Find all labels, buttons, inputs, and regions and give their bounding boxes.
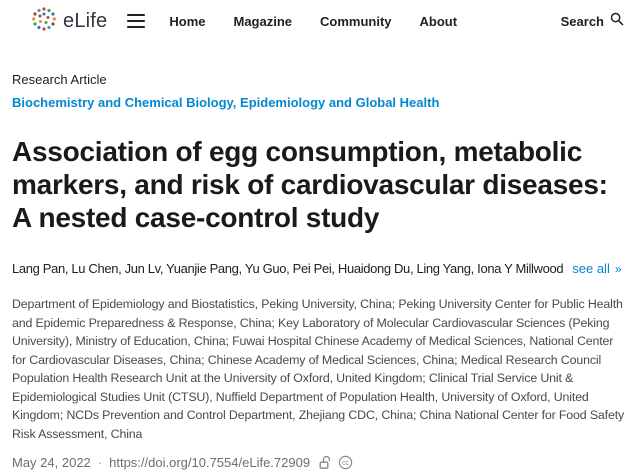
see-all-authors-link[interactable]: see all (572, 261, 610, 276)
nav-item-community[interactable]: Community (320, 13, 392, 29)
meta-icons: cc (318, 455, 353, 470)
article-header-section: Research Article Biochemistry and Chemic… (0, 72, 640, 470)
publication-date: May 24, 2022 (12, 455, 91, 470)
doi-link[interactable]: https://doi.org/10.7554/eLife.72909 (109, 455, 311, 470)
elife-logo-text: eLife (63, 9, 108, 32)
nav-item-home[interactable]: Home (169, 13, 206, 29)
search-button[interactable]: Search (561, 12, 624, 31)
authors-row: Lang Pan, Lu Chen, Jun Lv, Yuanjie Pang,… (12, 261, 628, 276)
elife-logo[interactable]: eLife (31, 6, 107, 37)
article-title: Association of egg consumption, metaboli… (12, 136, 608, 233)
authors-list: Lang Pan, Lu Chen, Jun Lv, Yuanjie Pang,… (12, 261, 564, 276)
search-label: Search (560, 13, 604, 29)
svg-text:cc: cc (342, 460, 350, 467)
main-nav: Home Magazine Community About (169, 14, 457, 29)
menu-icon[interactable] (125, 8, 147, 34)
nav-item-about[interactable]: About (419, 13, 458, 29)
subject-categories-link[interactable]: Biochemistry and Chemical Biology, Epide… (12, 95, 440, 110)
open-access-icon[interactable] (318, 455, 333, 470)
top-navigation-bar: eLife Home Magazine Community About Sear… (0, 0, 640, 36)
meta-separator: · (97, 455, 103, 470)
affiliations-text: Department of Epidemiology and Biostatis… (12, 297, 625, 441)
article-type-label: Research Article (12, 72, 107, 87)
article-meta-row: May 24, 2022 · https://doi.org/10.7554/e… (12, 455, 628, 470)
search-icon (610, 12, 624, 31)
nav-item-magazine[interactable]: Magazine (233, 13, 293, 29)
creative-commons-icon[interactable]: cc (338, 455, 353, 470)
elife-logo-icon (31, 6, 57, 37)
see-all-chevron-icon[interactable]: » (614, 262, 622, 276)
